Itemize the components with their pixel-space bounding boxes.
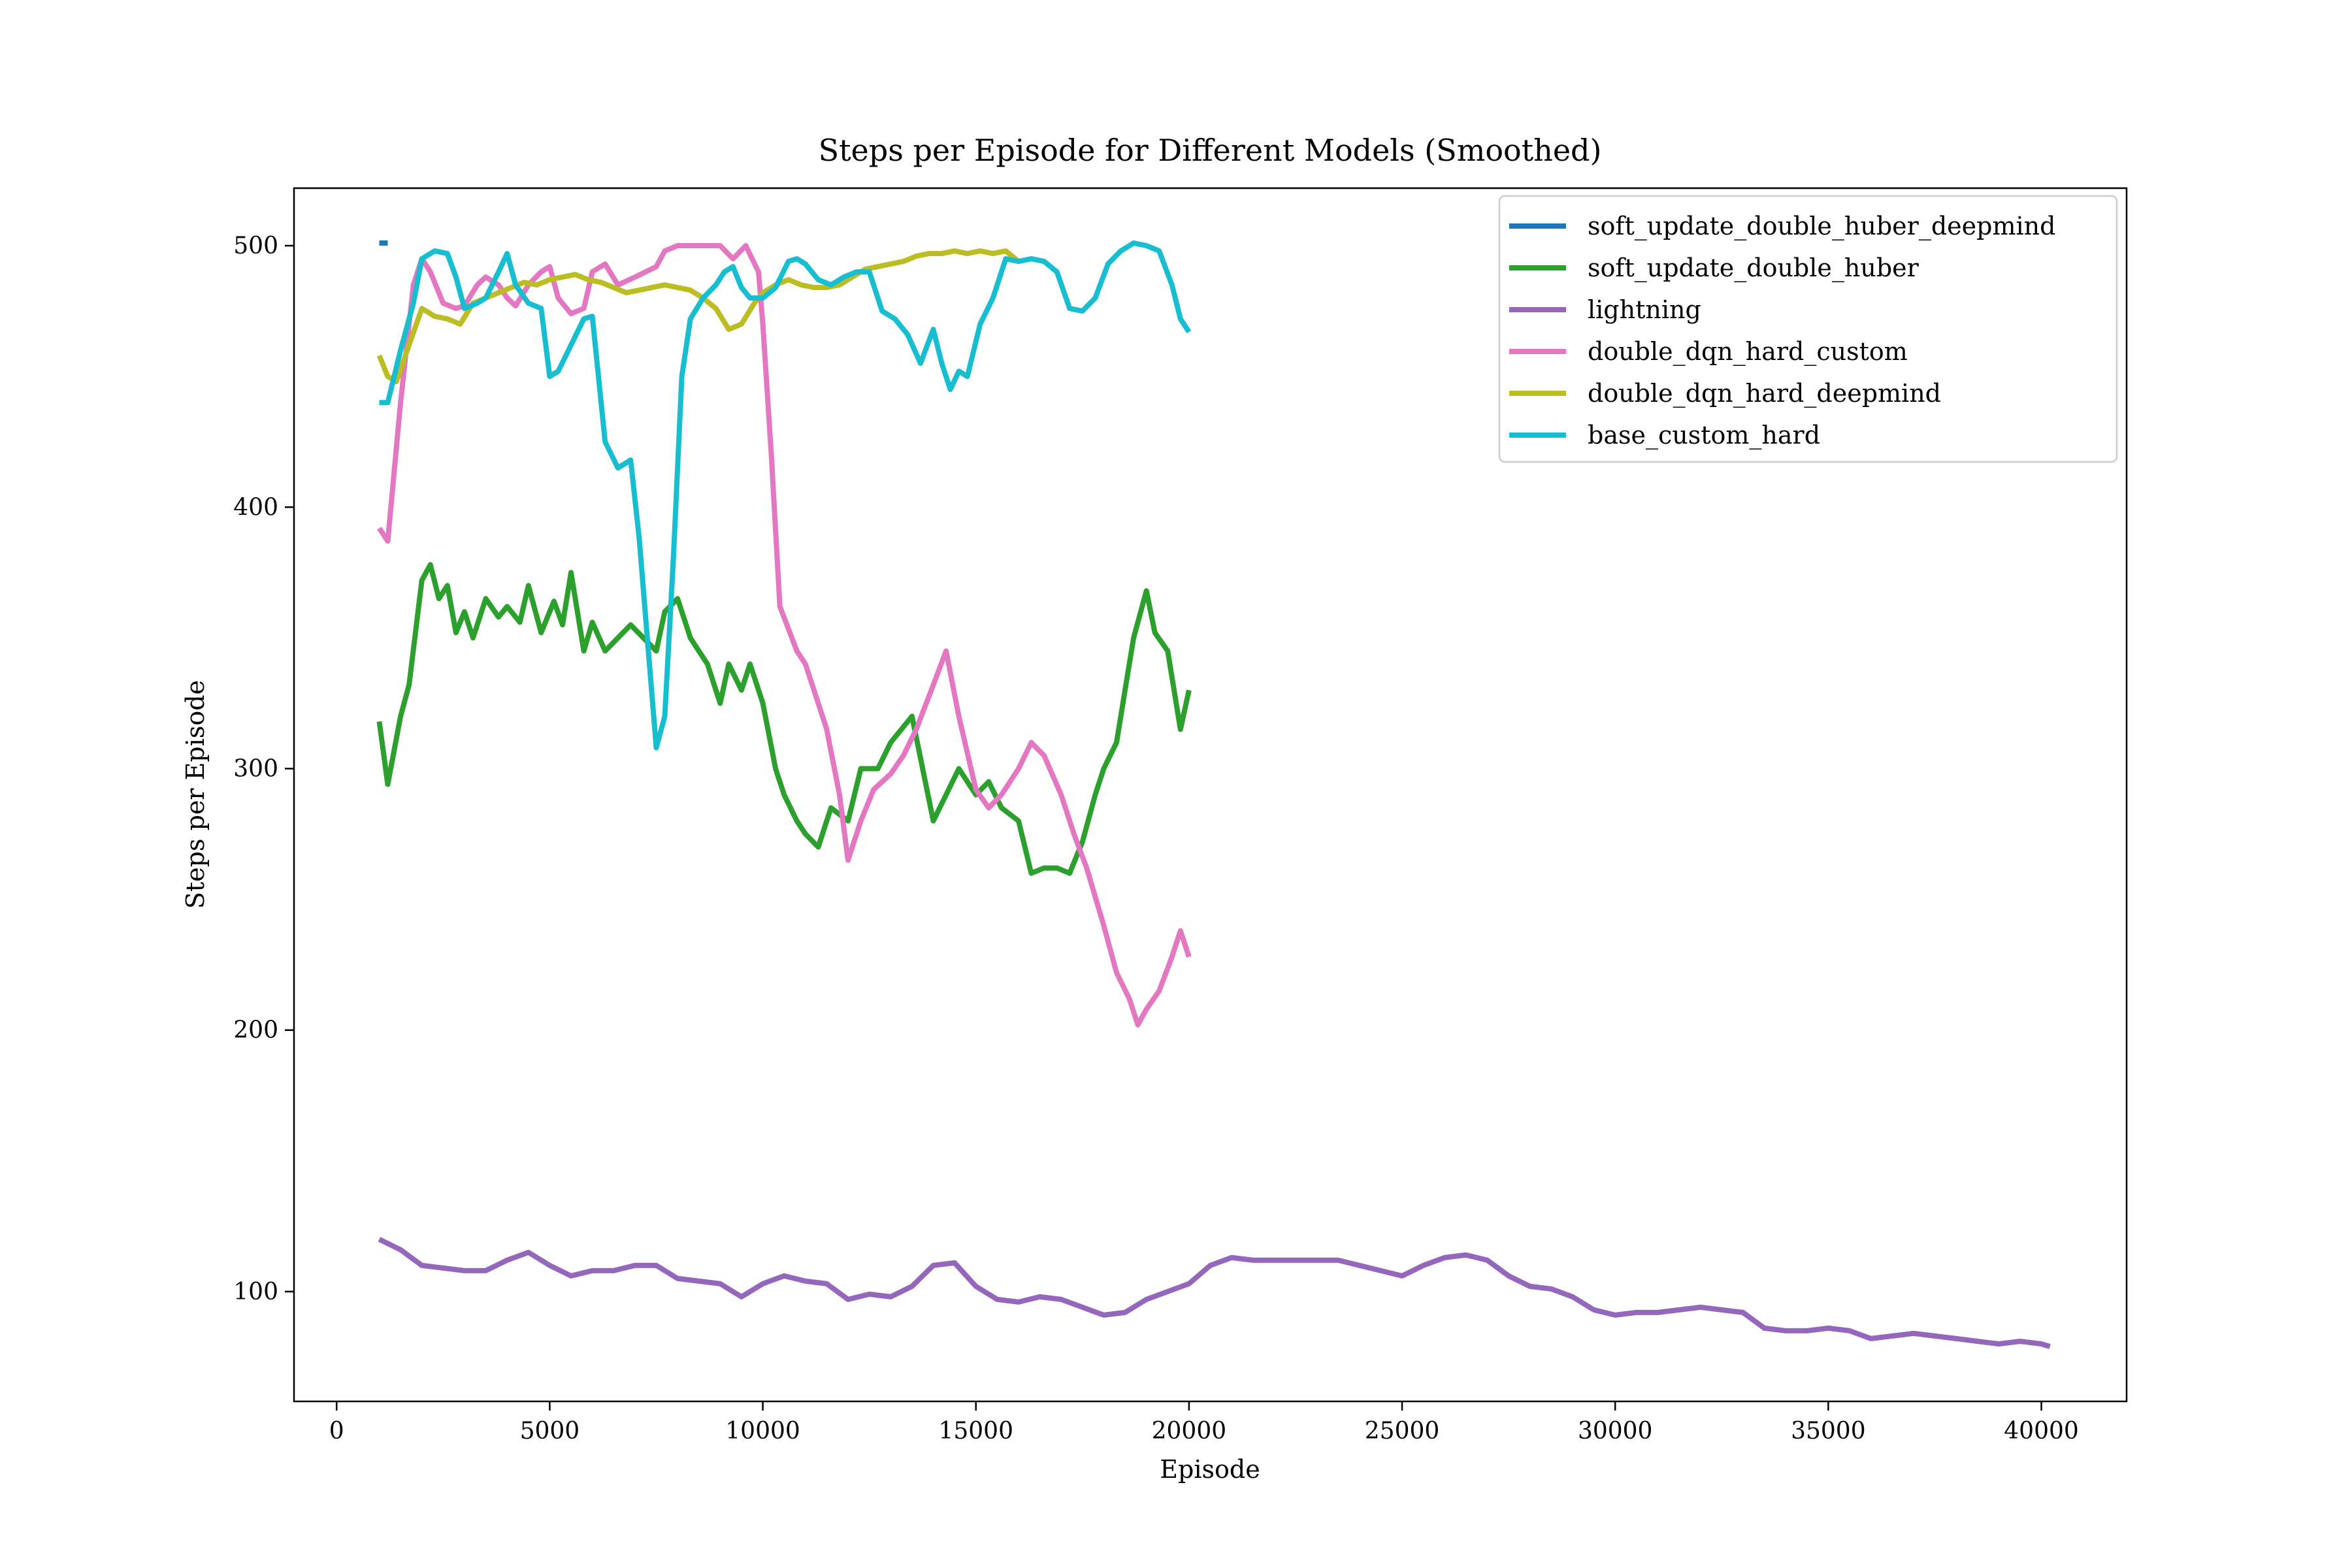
legend-entry: double_dqn_hard_deepmind bbox=[1588, 379, 1941, 408]
series-line-base-custom-hard bbox=[379, 240, 1192, 751]
x-axis-label: Episode bbox=[1160, 1455, 1260, 1484]
series-line-lightning bbox=[378, 1237, 2051, 1349]
x-tick-label: 15000 bbox=[938, 1418, 1013, 1445]
x-tick-label: 25000 bbox=[1365, 1418, 1440, 1445]
series-line-soft-update-double-huber bbox=[376, 562, 1192, 876]
legend-entry: base_custom_hard bbox=[1588, 421, 1820, 450]
y-axis: 100 200 300 400 500 bbox=[233, 233, 294, 1305]
y-axis-label: Steps per Episode bbox=[181, 680, 210, 909]
x-tick-label: 10000 bbox=[725, 1418, 800, 1445]
legend-box bbox=[1498, 195, 2118, 463]
y-tick-label: 500 bbox=[233, 233, 278, 259]
legend-entry: soft_update_double_huber_deepmind bbox=[1588, 212, 2055, 241]
plot-area bbox=[293, 187, 2128, 1403]
x-tick-label: 0 bbox=[329, 1418, 344, 1445]
legend-entry: lightning bbox=[1588, 295, 1701, 324]
y-tick-label: 400 bbox=[233, 494, 278, 521]
x-tick-label: 35000 bbox=[1791, 1418, 1866, 1445]
x-tick-label: 5000 bbox=[520, 1418, 580, 1445]
y-tick-label: 100 bbox=[233, 1279, 278, 1305]
x-tick-label: 40000 bbox=[2004, 1418, 2079, 1445]
legend: soft_update_double_huber_deepmind soft_up… bbox=[1498, 195, 2118, 463]
x-axis: 0 5000 10000 15000 20000 25000 30000 35000 40000 bbox=[329, 1401, 2079, 1445]
x-tick-label: 20000 bbox=[1152, 1418, 1227, 1445]
legend-entry: double_dqn_hard_custom bbox=[1588, 337, 1908, 367]
x-tick-label: 30000 bbox=[1578, 1418, 1653, 1445]
y-tick-label: 300 bbox=[233, 755, 278, 782]
series-line-double-dqn-hard-custom bbox=[377, 243, 1192, 1028]
y-tick-label: 200 bbox=[233, 1017, 278, 1044]
legend-entry: soft_update_double_huber bbox=[1588, 253, 1919, 283]
chart-title: Steps per Episode for Different Models (… bbox=[819, 133, 1602, 168]
